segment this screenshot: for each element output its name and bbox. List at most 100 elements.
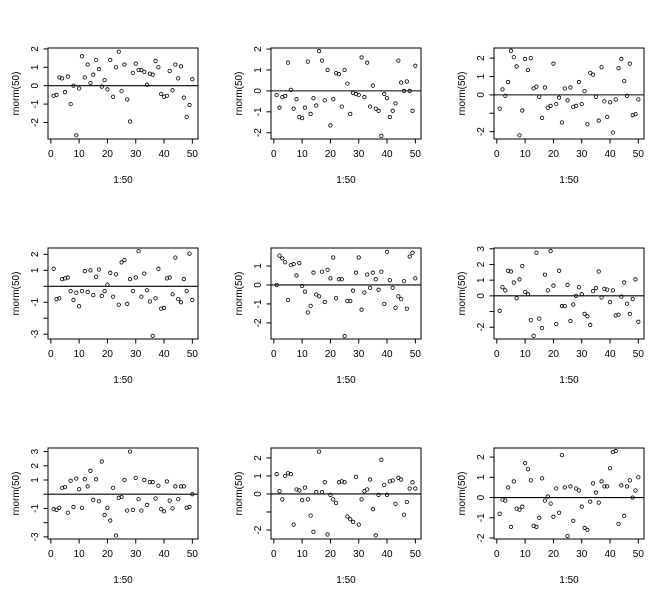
scatter-canvas-1: 0 10 20 30 40 50 -2 -1 0 1 2 1:50 rnorm(50) xyxy=(11,46,199,186)
x-tick-label: 40 xyxy=(381,349,393,360)
data-point xyxy=(99,84,104,89)
data-point xyxy=(523,461,528,466)
data-point xyxy=(60,485,65,490)
plot-border xyxy=(493,247,645,340)
data-point xyxy=(573,103,579,109)
y-axis-title: rnorm(50) xyxy=(457,272,468,316)
data-point xyxy=(331,497,336,502)
data-point xyxy=(116,302,121,307)
data-point xyxy=(585,314,590,319)
data-point xyxy=(633,112,638,117)
data-point xyxy=(517,277,522,282)
data-point xyxy=(305,59,310,64)
data-point xyxy=(410,108,415,113)
data-point xyxy=(579,504,584,509)
data-point xyxy=(167,68,172,74)
x-tick-label: 0 xyxy=(48,149,54,160)
data-point xyxy=(62,90,68,95)
y-tick-label: 2 xyxy=(30,251,41,257)
data-point xyxy=(390,285,395,290)
data-point xyxy=(94,57,99,63)
data-point xyxy=(624,301,630,306)
y-tick-label: -1 xyxy=(253,299,264,308)
data-point xyxy=(336,72,342,77)
data-point xyxy=(142,477,147,483)
data-point xyxy=(322,98,327,103)
data-point xyxy=(77,86,82,91)
y-tick-label: 1 xyxy=(253,263,264,269)
data-point xyxy=(71,504,76,510)
data-point xyxy=(127,449,133,454)
data-point xyxy=(125,301,130,306)
x-tick-label: 30 xyxy=(576,549,588,560)
data-point xyxy=(353,474,359,479)
data-point xyxy=(413,63,418,68)
y-tick-label: 2 xyxy=(253,46,264,52)
scatter-plot-7: 0 10 20 30 40 50 -3 -1 1 2 3 1:50 rnorm(50) xyxy=(0,400,223,599)
data-point xyxy=(393,501,398,506)
x-tick-label: 50 xyxy=(633,349,645,360)
data-point xyxy=(133,275,138,280)
data-point xyxy=(525,467,531,472)
data-point xyxy=(333,296,339,301)
data-point xyxy=(393,101,398,106)
data-point xyxy=(599,295,604,300)
data-point xyxy=(331,97,336,102)
x-axis-title: 1:50 xyxy=(336,375,356,386)
y-tick-label: -2 xyxy=(30,118,41,127)
scatter-plot-8: 0 10 20 30 40 50 -2 0 1 2 1:50 rnorm(50) xyxy=(223,400,446,599)
data-point xyxy=(122,62,127,67)
data-point xyxy=(565,533,570,539)
data-point xyxy=(79,505,85,510)
data-point xyxy=(88,268,93,273)
data-point xyxy=(616,312,621,317)
data-point xyxy=(596,500,601,505)
data-point xyxy=(283,94,288,99)
data-point xyxy=(74,290,79,295)
data-point xyxy=(181,95,186,100)
x-tick-label: 40 xyxy=(158,149,170,160)
data-point xyxy=(607,100,613,105)
data-point xyxy=(365,272,370,277)
data-point xyxy=(356,255,361,260)
data-point xyxy=(139,508,144,513)
y-tick-label: 0 xyxy=(476,293,487,299)
x-tick-label: 0 xyxy=(494,149,500,160)
data-point xyxy=(65,74,70,79)
data-point xyxy=(554,486,559,491)
data-point xyxy=(277,489,282,494)
data-point xyxy=(331,255,336,260)
data-point xyxy=(156,65,161,70)
y-axis-title: rnorm(50) xyxy=(234,272,245,316)
data-point xyxy=(376,287,381,292)
data-point xyxy=(82,269,87,274)
data-point xyxy=(305,497,310,502)
data-point xyxy=(82,75,87,80)
y-axis-title: rnorm(50) xyxy=(457,472,468,516)
data-point xyxy=(562,86,567,91)
data-point xyxy=(362,489,367,494)
y-tick-label: 1 xyxy=(30,64,41,70)
data-point xyxy=(503,288,508,293)
data-point xyxy=(65,275,70,280)
data-point xyxy=(94,274,99,279)
data-point xyxy=(599,65,604,70)
x-tick-label: 20 xyxy=(102,149,114,160)
data-point xyxy=(624,93,630,98)
data-point xyxy=(139,294,144,299)
data-point xyxy=(156,266,161,271)
data-point xyxy=(382,482,387,488)
data-point xyxy=(562,485,567,490)
data-point xyxy=(277,253,282,258)
data-point xyxy=(54,507,59,512)
x-tick-label: 50 xyxy=(410,149,422,160)
data-point xyxy=(311,529,316,534)
data-point xyxy=(300,283,305,289)
data-point xyxy=(525,292,531,297)
data-point xyxy=(500,285,505,290)
data-point xyxy=(396,58,401,63)
data-point xyxy=(102,512,107,517)
data-point xyxy=(77,487,82,492)
data-point xyxy=(79,289,85,294)
data-point xyxy=(119,89,124,94)
